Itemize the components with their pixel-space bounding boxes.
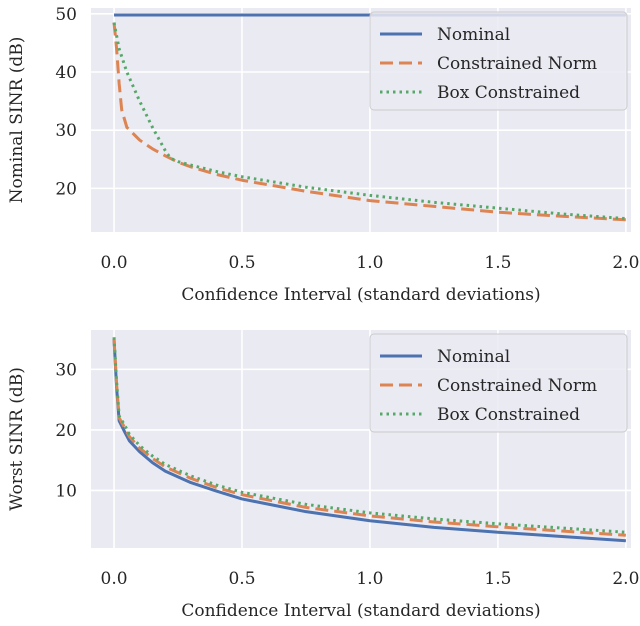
y-axis-label: Worst SINR (dB) bbox=[7, 367, 27, 511]
y-tick-label: 10 bbox=[55, 481, 77, 501]
legend: Nominal Constrained Norm Box Constrained bbox=[369, 11, 628, 111]
y-axis-label: Nominal SINR (dB) bbox=[7, 37, 27, 204]
y-tick-label: 20 bbox=[55, 179, 77, 199]
legend-box bbox=[369, 11, 628, 111]
legend-label: Box Constrained bbox=[437, 405, 580, 425]
x-tick-label: 0.5 bbox=[228, 253, 255, 273]
x-tick-label: 0.0 bbox=[101, 569, 128, 589]
x-tick-label: 0.0 bbox=[101, 253, 128, 273]
legend-label: Constrained Norm bbox=[437, 54, 597, 74]
legend-box bbox=[369, 333, 628, 433]
series-line-box-constrained bbox=[112, 337, 626, 534]
chart-panel-1: 0.0 0.5 1.0 1.5 2.0 20 30 40 50 Confidence Interv… bbox=[7, 5, 639, 305]
y-tick-label: 40 bbox=[55, 63, 77, 83]
y-tick-label: 30 bbox=[55, 360, 77, 380]
x-tick-label: 1.5 bbox=[484, 253, 511, 273]
x-tick-label: 1.5 bbox=[484, 569, 511, 589]
legend-label: Nominal bbox=[437, 347, 510, 367]
x-tick-label: 1.0 bbox=[356, 253, 383, 273]
chart-panel-2: 0.0 0.5 1.0 1.5 2.0 10 20 30 Confidence Interval… bbox=[7, 330, 639, 621]
x-tick-label: 0.5 bbox=[228, 569, 255, 589]
series-group bbox=[112, 337, 626, 543]
y-tick-label: 20 bbox=[55, 421, 77, 441]
y-tick-label: 30 bbox=[55, 121, 77, 141]
legend-label: Constrained Norm bbox=[437, 376, 597, 396]
legend-label: Box Constrained bbox=[437, 83, 580, 103]
x-tick-label: 1.0 bbox=[356, 569, 383, 589]
series-line-constrained-norm bbox=[112, 338, 626, 537]
y-tick-label: 50 bbox=[55, 5, 77, 25]
x-axis-label: Confidence Interval (standard deviations… bbox=[181, 285, 540, 305]
series-line-nominal bbox=[112, 339, 626, 543]
x-tick-label: 2.0 bbox=[612, 569, 639, 589]
x-tick-label: 2.0 bbox=[612, 253, 639, 273]
series-line-box-constrained bbox=[112, 22, 626, 221]
legend: Nominal Constrained Norm Box Constrained bbox=[369, 333, 628, 433]
x-axis-label: Confidence Interval (standard deviations… bbox=[181, 601, 540, 621]
legend-label: Nominal bbox=[437, 25, 510, 45]
